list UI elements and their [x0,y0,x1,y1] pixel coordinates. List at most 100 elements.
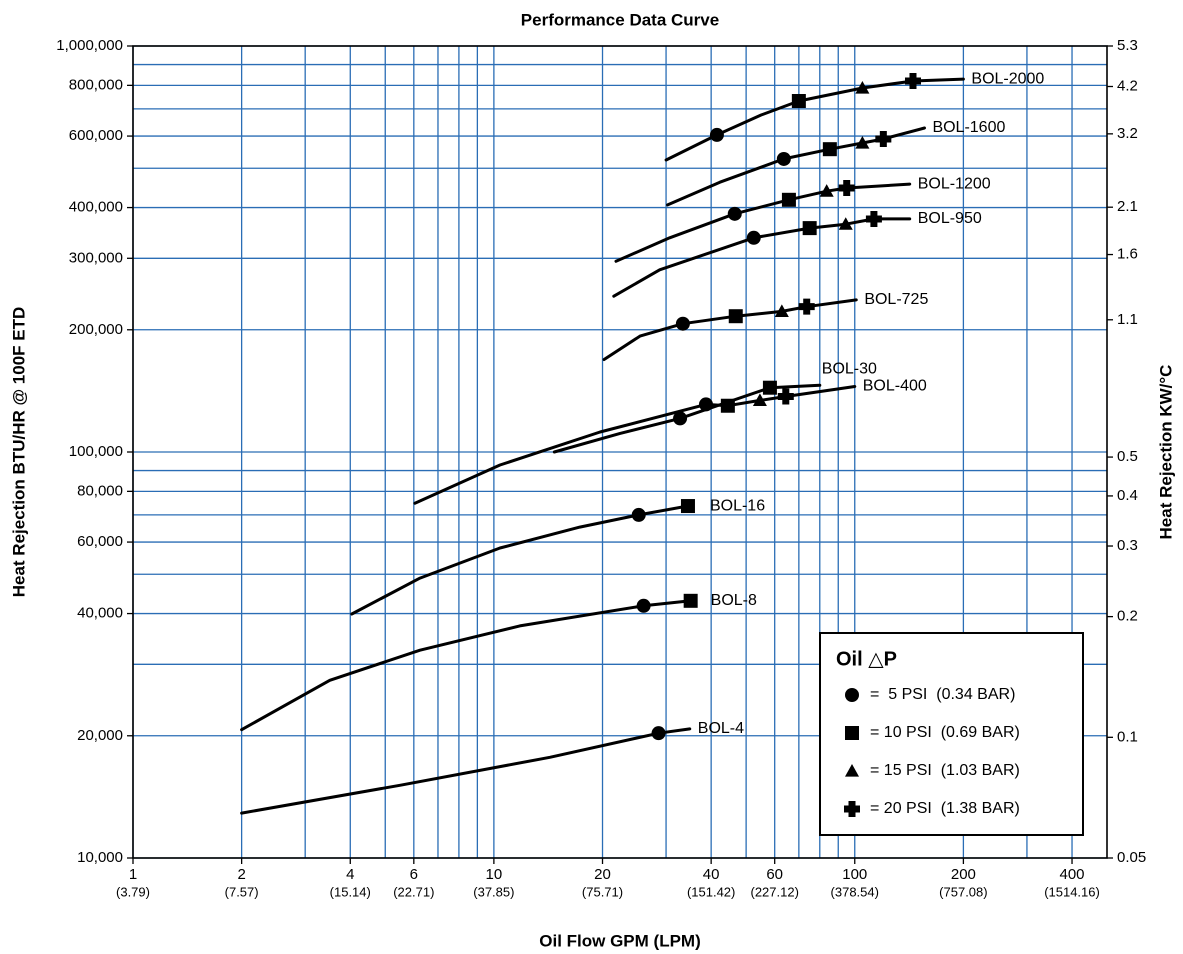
x-tick-label: 100 [842,866,867,883]
marker [675,316,690,331]
x-tick-sublabel: (22.71) [393,884,434,899]
marker [720,398,735,413]
legend-symbol [845,726,859,740]
y-tick-label: 200,000 [69,321,123,338]
curve [614,182,912,263]
plot-frame [132,45,1108,859]
series-label: BOL-30 [822,360,877,377]
x-axis-label: Oil Flow GPM (LPM) [539,931,700,950]
legend-label: = 10 PSI (0.69 BAR) [870,724,1020,741]
marker [727,206,742,221]
legend-symbol [845,688,859,702]
x-tick-sublabel: (7.57) [225,884,259,899]
y2-tick-label: 3.2 [1117,125,1138,142]
x-tick-sublabel: (227.12) [750,884,798,899]
marker [752,393,767,406]
y2-tick-label: 0.5 [1117,448,1138,465]
marker [855,135,870,149]
y-tick-label: 800,000 [69,76,123,93]
y2-tick-label: 0.2 [1117,608,1138,625]
marker [838,217,853,230]
curve [350,504,690,616]
marker [762,380,777,395]
y2-tick-label: 0.05 [1117,849,1146,866]
y-tick-label: 10,000 [77,849,123,866]
marker [904,72,921,89]
marker [631,507,646,522]
legend-label: = 5 PSI (0.34 BAR) [870,686,1015,703]
x-tick-label: 200 [951,866,976,883]
x-tick-label: 60 [766,866,783,883]
marker [728,309,743,324]
y-tick-label: 1,000,000 [56,37,123,54]
y2-tick-label: 1.6 [1117,246,1138,263]
y2-tick-label: 0.1 [1117,728,1138,745]
x-tick-sublabel: (75.71) [582,884,623,899]
marker [777,388,794,405]
legend-label: = 15 PSI (1.03 BAR) [870,762,1020,779]
y-tick-label: 20,000 [77,727,123,744]
legend-box [819,632,1084,836]
marker [651,726,666,741]
marker [698,397,713,412]
marker [819,184,834,197]
marker [802,221,817,236]
x-tick-sublabel: (1514.16) [1044,884,1100,899]
y-axis-label: Heat Rejection BTU/HR @ 100F ETD [9,307,28,598]
y2-tick-label: 2.1 [1117,198,1138,215]
marker [855,81,870,94]
y2-tick-label: 4.2 [1117,77,1138,94]
series-label: BOL-16 [710,497,765,514]
x-tick-sublabel: (151.42) [687,884,735,899]
series-label: BOL-1200 [918,175,991,192]
series-label: BOL-725 [864,291,928,308]
x-tick-label: 2 [237,866,245,883]
marker [865,210,882,227]
curve [240,727,692,815]
x-tick-label: 400 [1060,866,1085,883]
series-label: BOL-4 [698,720,744,737]
y2-axis-label: Heat Rejection KW/°C [1156,365,1175,540]
marker [709,127,724,142]
marker [838,179,855,196]
marker [680,499,695,514]
marker [776,151,791,166]
y-tick-label: 80,000 [77,482,123,499]
marker [636,598,651,613]
marker [774,304,789,317]
marker [746,230,761,245]
legend-title: Oil △P [836,648,897,670]
chart-title: Performance Data Curve [521,10,719,29]
series-label: BOL-950 [918,210,982,227]
marker [781,192,796,207]
y-tick-label: 40,000 [77,605,123,622]
y-tick-label: 60,000 [77,533,123,550]
marker [791,94,806,109]
x-tick-label: 20 [594,866,611,883]
marker [683,593,698,608]
series-label: BOL-400 [863,378,927,395]
y2-tick-label: 0.3 [1117,537,1138,554]
series-label: BOL-8 [711,592,757,609]
y-tick-label: 600,000 [69,127,123,144]
x-tick-label: 1 [129,866,137,883]
legend-symbol [844,801,860,817]
curve [612,217,912,298]
legend-label: = 20 PSI (1.38 BAR) [870,800,1020,817]
legend: Oil △P = 5 PSI (0.34 BAR) = 10 PSI (0.69 B… [819,632,1084,836]
x-tick-sublabel: (757.08) [939,884,987,899]
x-tick-label: 4 [346,866,354,883]
marker [673,411,688,426]
y-tick-label: 300,000 [69,249,123,266]
y-tick-label: 400,000 [69,199,123,216]
x-tick-sublabel: (37.85) [473,884,514,899]
x-tick-sublabel: (15.14) [330,884,371,899]
series-label: BOL-2000 [971,70,1044,87]
y2-tick-label: 5.3 [1117,37,1138,54]
x-tick-sublabel: (378.54) [831,884,879,899]
marker [822,142,837,157]
x-tick-label: 10 [486,866,503,883]
marker [875,131,892,148]
curve [240,599,693,732]
